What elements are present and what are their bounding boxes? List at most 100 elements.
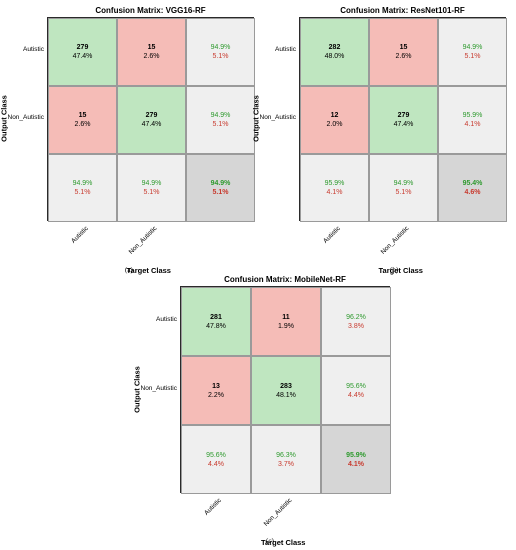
matrix-cell: 94.9% 5.1% [369,154,438,222]
cell-percent: 1.9% [278,322,294,330]
cell-accuracy: 94.9% [141,180,162,187]
matrix-cell: 95.6% 4.4% [181,425,251,494]
matrix-cell: 279 47.4% [369,86,438,154]
matrix-cell: 94.9% 5.1% [438,18,507,86]
cell-error: 4.1% [326,189,343,196]
matrix-cell: 94.9% 5.1% [117,154,186,222]
panel-caption: (b) [390,266,399,274]
cell-percent: 47.4% [141,121,162,128]
column-label: Non_Autistic [262,497,293,528]
cell-accuracy: 94.9% [210,180,231,187]
row-label: Autistic [275,46,296,53]
cell-percent: 47.4% [72,53,93,60]
matrix-cell: 94.9% 5.1% [186,86,255,154]
cell-count: 11 [282,313,290,321]
cell-percent: 2.6% [395,53,412,60]
cell-accuracy: 95.6% [206,451,226,459]
row-label: Non_Autistic [140,384,178,392]
matrix-cell: 94.9% 5.1% [186,18,255,86]
cell-accuracy: 94.9% [210,44,231,51]
column-label: Autistic [203,497,223,517]
matrix-cell: 95.4% 4.6% [438,154,507,222]
cell-accuracy: 95.9% [462,112,483,119]
cell-error: 5.1% [212,121,229,128]
matrix-cell: 283 48.1% [251,356,321,425]
column-label: Non_Autistic [379,225,411,256]
matrix-cell: 279 47.4% [117,86,186,154]
matrix-cell: 12 2.0% [300,86,369,154]
cell-count: 12 [330,112,339,119]
matrix-cell: 11 1.9% [251,287,321,356]
cell-error: 4.4% [208,460,224,468]
cell-percent: 47.4% [393,121,414,128]
cell-error: 5.1% [143,189,160,196]
row-label: Autistic [156,315,177,323]
row-label: Autistic [23,46,44,53]
cell-count: 15 [147,44,156,51]
matrix-cell: 95.9% 4.1% [300,154,369,222]
cell-percent: 2.6% [143,53,160,60]
x-axis-label: Target Class [378,266,423,275]
matrix-cell: 15 2.6% [117,18,186,86]
row-label: Non_Autistic [259,114,297,121]
cell-error: 5.1% [464,53,481,60]
matrix-cell: 96.3% 3.7% [251,425,321,494]
column-label: Non_Autistic [127,225,159,256]
matrix-cell: 281 47.8% [181,287,251,356]
cell-error: 5.1% [212,53,229,60]
matrix-cell: 13 2.2% [181,356,251,425]
cell-accuracy: 95.4% [462,180,483,187]
matrix-cell: 94.9% 5.1% [48,154,117,222]
cell-percent: 2.2% [208,391,224,399]
cell-error: 4.6% [464,189,481,196]
chart-title: Confusion Matrix: VGG16-RF [95,6,206,15]
cell-accuracy: 94.9% [462,44,483,51]
y-axis-label: Output Class [0,95,9,142]
cell-count: 282 [328,44,341,51]
matrix-grid: 282 48.0% 15 2.6% 94.9% 5.1% 12 2.0% 279 47.4% 95.… [299,17,507,222]
cell-accuracy: 95.6% [346,382,366,390]
cell-accuracy: 94.9% [210,112,231,119]
cell-count: 279 [397,112,410,119]
panel-caption: (a) [125,266,133,274]
matrix-grid: 279 47.4% 15 2.6% 94.9% 5.1% 15 2.6% 279 47.4% 94.… [47,17,255,222]
row-label: Non_Autistic [7,114,45,121]
matrix-grid: 281 47.8% 11 1.9% 96.2% 3.8% 13 2.2% 283 48.1% 95.… [180,286,391,494]
y-axis-label: Output Class [251,95,261,142]
matrix-cell: 95.9% 4.1% [321,425,391,494]
cell-error: 3.7% [278,460,294,468]
cell-error: 4.1% [464,121,481,128]
matrix-cell: 282 48.0% [300,18,369,86]
cell-accuracy: 96.2% [346,313,366,321]
cell-error: 5.1% [395,189,412,196]
matrix-cell: 96.2% 3.8% [321,287,391,356]
y-axis-label: Output Class [132,365,142,413]
matrix-cell: 94.9% 5.1% [186,154,255,222]
cell-count: 279 [145,112,158,119]
cell-accuracy: 94.9% [72,180,93,187]
cell-percent: 47.8% [206,322,226,330]
cell-percent: 48.0% [324,53,345,60]
cell-error: 5.1% [212,189,229,196]
cell-error: 4.4% [348,391,364,399]
cell-error: 4.1% [348,460,364,468]
cell-accuracy: 95.9% [346,451,366,459]
cell-error: 3.8% [348,322,364,330]
cell-accuracy: 95.9% [324,180,345,187]
cell-count: 279 [76,44,89,51]
cell-accuracy: 94.9% [393,180,414,187]
cell-percent: 2.6% [74,121,91,128]
x-axis-label: Target Class [126,266,171,275]
matrix-cell: 15 2.6% [48,86,117,154]
x-axis-label: Target Class [261,538,306,547]
cell-count: 15 [78,112,87,119]
cell-count: 15 [399,44,408,51]
cell-count: 283 [280,382,292,390]
chart-title: Confusion Matrix: MobileNet-RF [224,275,346,284]
column-label: Autistic [69,225,90,245]
cell-count: 281 [210,313,222,321]
cell-percent: 2.0% [326,121,343,128]
cell-error: 5.1% [74,189,91,196]
matrix-cell: 15 2.6% [369,18,438,86]
matrix-cell: 279 47.4% [48,18,117,86]
